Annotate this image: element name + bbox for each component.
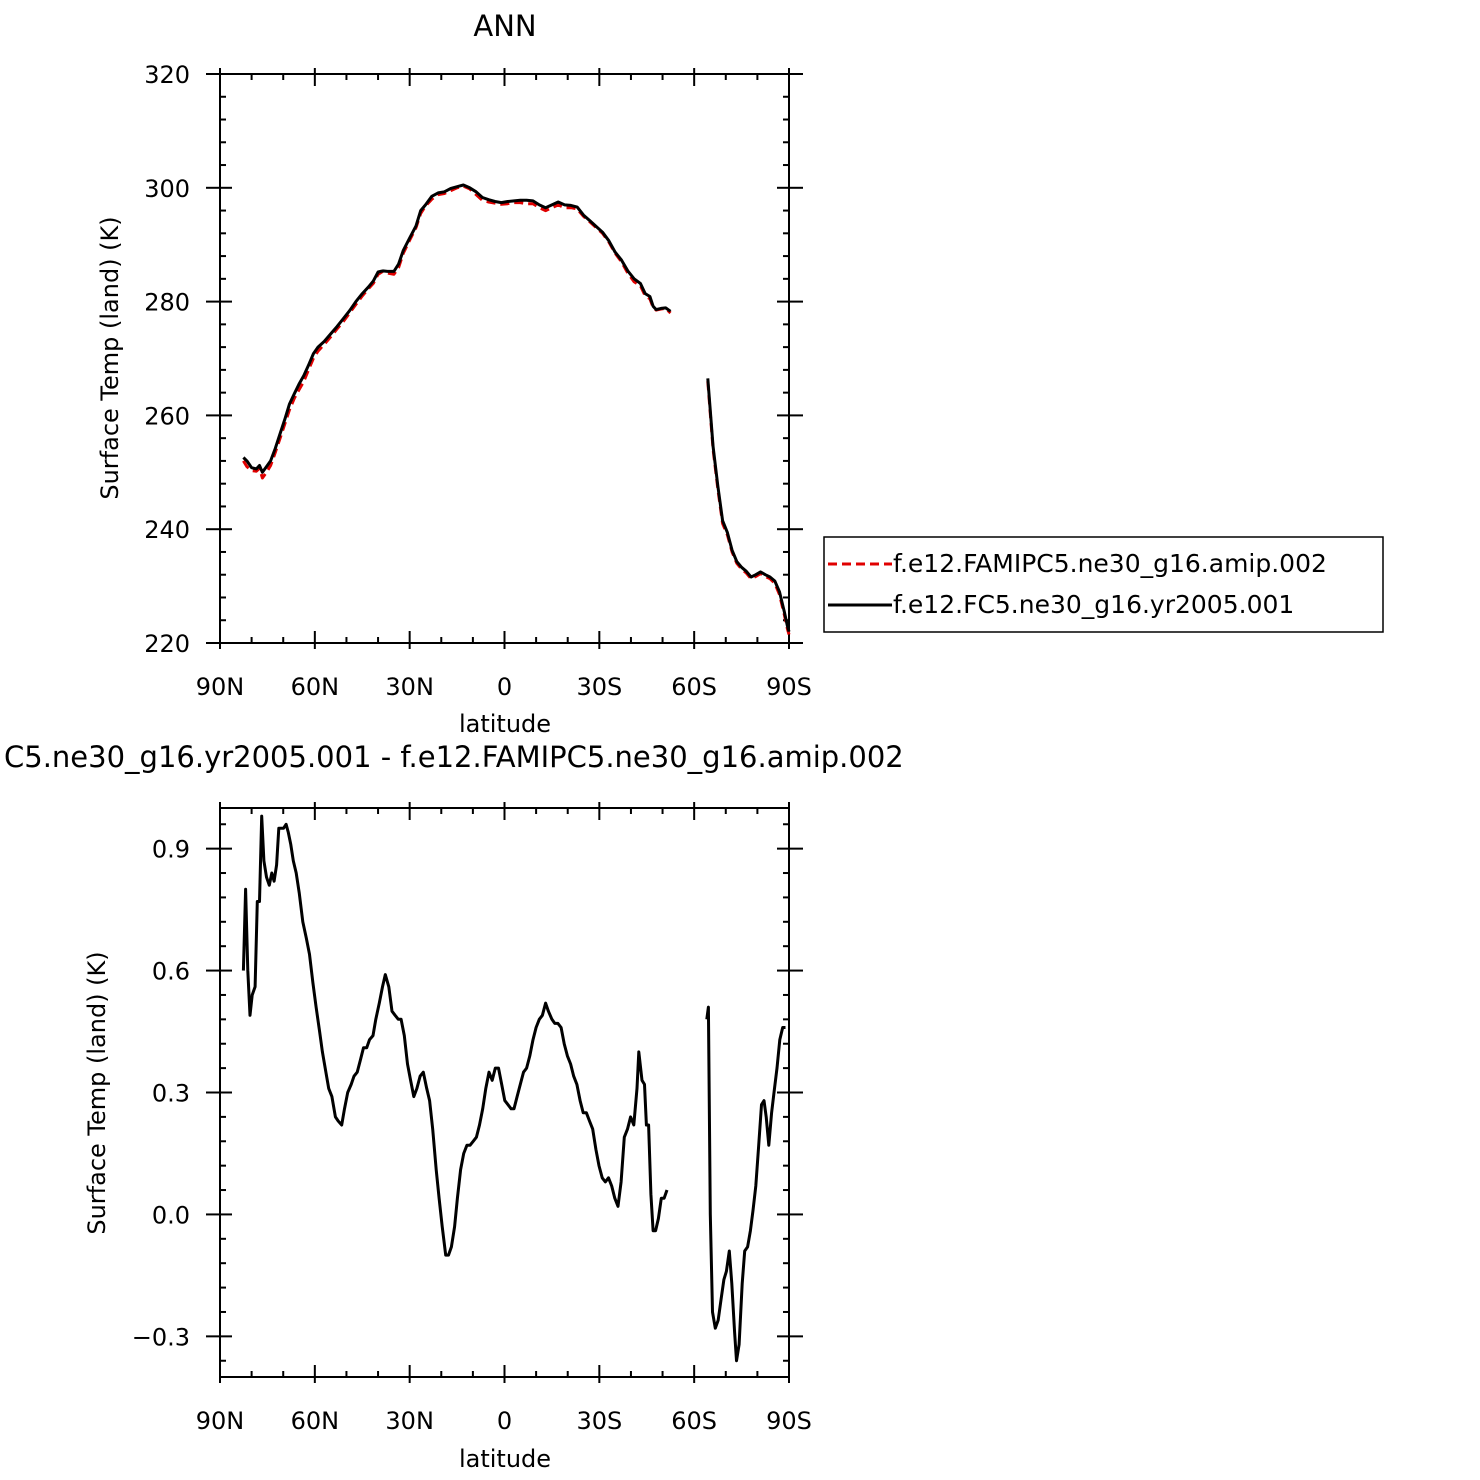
bottom-axis-ticks: 90N 60N 30N 0 30S 60S 90S −0.3 0.0 0.3 0.6 0.9: [132, 802, 812, 1435]
legend-label-fc5: f.e12.FC5.ne30_g16.yr2005.001: [893, 590, 1294, 619]
top-y-tick-label: 280: [144, 289, 190, 317]
bottom-x-axis-title: latitude: [459, 1445, 551, 1473]
top-series-line-1: [706, 378, 791, 633]
top-panel-title: ANN: [473, 9, 536, 43]
bottom-panel-difference: C5.ne30_g16.yr2005.001 - f.e12.FAMIPC5.n…: [4, 740, 904, 1473]
bottom-x-tick-label: 90S: [766, 1407, 812, 1435]
bottom-y-tick-label: 0.9: [152, 836, 190, 864]
bottom-y-tick-label: 0.3: [152, 1080, 190, 1108]
top-y-axis-title: Surface Temp (land) (K): [96, 216, 124, 499]
bottom-x-tick-label: 0: [497, 1407, 512, 1435]
bottom-series-line-0: [241, 814, 669, 1257]
bottom-series-lines: [241, 814, 786, 1363]
top-x-axis-title: latitude: [459, 710, 551, 738]
bottom-x-tick-label: 30N: [385, 1407, 434, 1435]
top-axis-ticks: 90N 60N 30N 0 30S 60S 90S 220 240 260 280 300 320: [144, 61, 812, 701]
top-x-tick-label: 60N: [291, 673, 340, 701]
top-plot-frame: [219, 73, 790, 644]
bottom-y-tick-label: 0.6: [152, 958, 190, 986]
top-x-tick-label: 90N: [196, 673, 245, 701]
top-x-tick-label: 30S: [576, 673, 622, 701]
bottom-series-line-0: [705, 1005, 786, 1363]
bottom-x-tick-label: 90N: [196, 1407, 245, 1435]
top-series-line-1: [242, 183, 672, 474]
top-x-tick-label: 0: [497, 673, 512, 701]
legend: f.e12.FAMIPC5.ne30_g16.amip.002 f.e12.FC…: [823, 536, 1384, 633]
top-series-lines: [242, 183, 791, 635]
top-x-tick-label: 30N: [385, 673, 434, 701]
top-x-tick-label: 90S: [766, 673, 812, 701]
top-series-line-0: [242, 184, 672, 480]
bottom-panel-title: C5.ne30_g16.yr2005.001 - f.e12.FAMIPC5.n…: [4, 740, 904, 774]
top-y-tick-label: 320: [144, 61, 190, 89]
legend-label-amip: f.e12.FAMIPC5.ne30_g16.amip.002: [893, 549, 1327, 578]
top-x-tick-label: 60S: [671, 673, 717, 701]
top-panel-temperature: ANN 90N 60N 30N 0 30S 60S 90S 220 240 260 280 300 32…: [96, 9, 1384, 738]
top-y-tick-label: 220: [144, 630, 190, 658]
top-y-tick-label: 260: [144, 402, 190, 430]
top-y-tick-label: 240: [144, 516, 190, 544]
bottom-x-tick-label: 60S: [671, 1407, 717, 1435]
bottom-y-tick-label: −0.3: [132, 1323, 190, 1351]
bottom-y-axis-title: Surface Temp (land) (K): [83, 951, 111, 1234]
top-y-tick-label: 300: [144, 175, 190, 203]
legend-box: [823, 536, 1384, 633]
bottom-x-tick-label: 60N: [291, 1407, 340, 1435]
bottom-y-tick-label: 0.0: [152, 1201, 190, 1229]
bottom-x-tick-label: 30S: [576, 1407, 622, 1435]
